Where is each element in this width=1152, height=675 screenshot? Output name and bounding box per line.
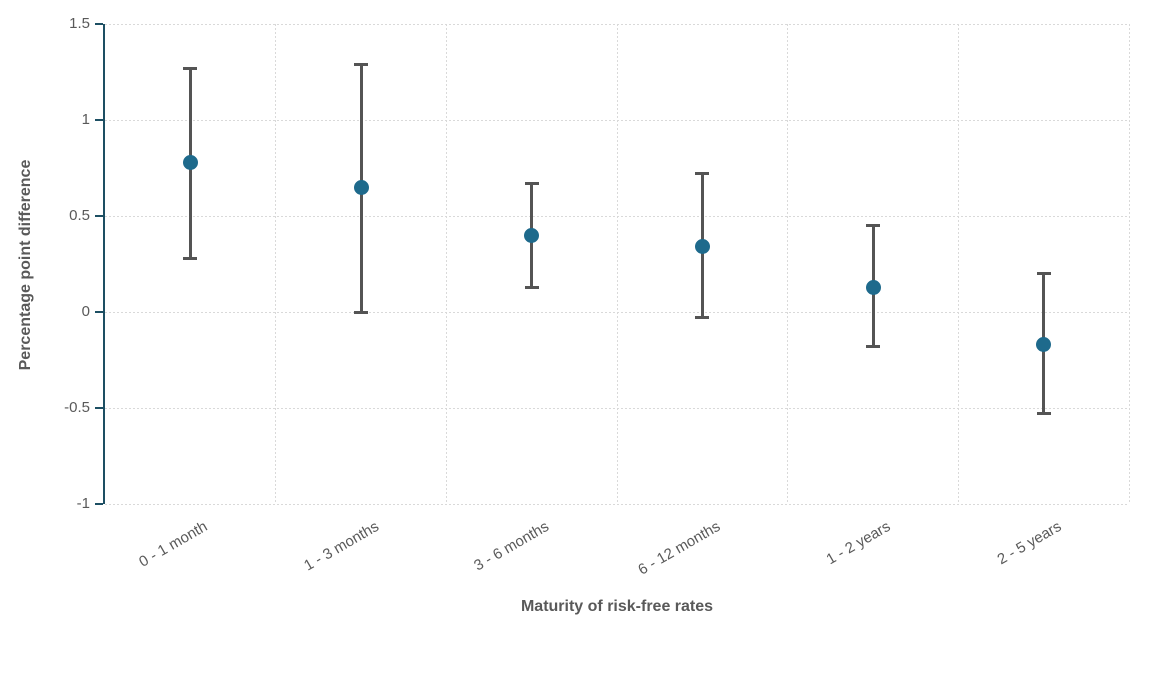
- error-bar-cap-bottom: [183, 256, 198, 260]
- data-point: [1036, 337, 1052, 353]
- error-bar-cap-bottom: [524, 285, 539, 289]
- y-tick-label: -0.5: [64, 399, 90, 416]
- y-tick-label: -1: [76, 495, 90, 512]
- x-tick-label: 3 - 6 months: [471, 518, 553, 575]
- error-bar-cap-bottom: [695, 316, 710, 320]
- y-axis-tick-mark: [95, 311, 103, 313]
- y-axis-tick-mark: [95, 119, 103, 121]
- gridline-v: [957, 24, 959, 504]
- y-tick-label: 0.5: [69, 207, 90, 224]
- error-bar-cap-bottom: [354, 310, 368, 314]
- data-point: [524, 227, 540, 243]
- x-tick-label: 1 - 2 years: [823, 518, 894, 569]
- gridline-v: [445, 24, 447, 504]
- y-tick-label: 1: [81, 111, 90, 128]
- gridline-h: [105, 503, 1129, 505]
- error-bar-cap-top: [1036, 272, 1051, 276]
- y-axis-tick-mark: [95, 23, 103, 25]
- y-tick-label: 0: [81, 303, 90, 320]
- gridline-v: [1128, 24, 1130, 504]
- plot-area: [95, 23, 1130, 505]
- error-bar-cap-top: [524, 181, 539, 185]
- x-axis-title: Maturity of risk-free rates: [520, 598, 714, 615]
- x-tick-label: 2 - 5 years: [994, 518, 1065, 569]
- data-point: [182, 154, 198, 170]
- y-axis-line: [103, 24, 105, 504]
- error-bar-cap-bottom: [1036, 412, 1051, 416]
- data-point: [865, 279, 881, 295]
- x-tick-label: 6 - 12 months: [634, 518, 723, 579]
- error-bar-cap-top: [695, 172, 710, 176]
- data-point: [694, 239, 710, 255]
- y-axis-tick-mark: [95, 215, 103, 217]
- error-bar-cap-top: [354, 62, 368, 66]
- y-axis-tick-mark: [95, 503, 103, 505]
- y-tick-label: 1.5: [69, 15, 90, 32]
- y-axis-title: Percentage point difference: [17, 159, 34, 371]
- y-axis-tick-mark: [95, 407, 103, 409]
- data-point: [353, 179, 369, 195]
- gridline-v: [616, 24, 618, 504]
- x-tick-label: 1 - 3 months: [300, 518, 382, 575]
- gridline-v: [275, 24, 277, 504]
- error-bar-cap-top: [183, 66, 198, 70]
- x-tick-label: 0 - 1 month: [136, 518, 211, 571]
- error-bar-cap-bottom: [866, 345, 880, 349]
- gridline-v: [787, 24, 789, 504]
- error-bar-cap-top: [866, 224, 880, 228]
